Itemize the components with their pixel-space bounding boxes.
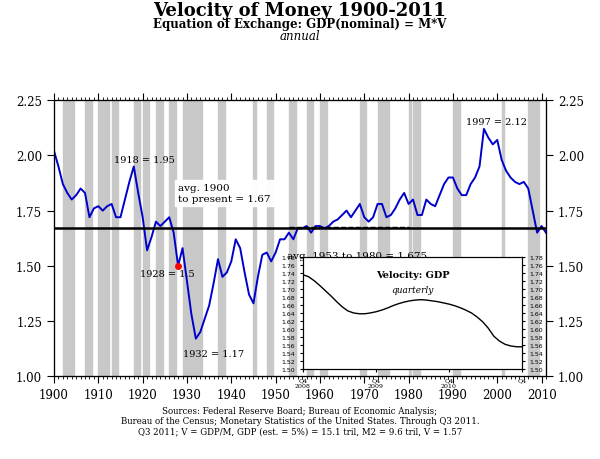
Bar (409, 101, 411, 376)
Bar (289, 101, 296, 376)
Bar (360, 101, 367, 376)
Bar (134, 101, 140, 376)
Bar (307, 101, 313, 376)
Bar (98, 101, 109, 376)
Bar (85, 101, 92, 376)
Bar (453, 101, 460, 376)
Bar (63, 101, 74, 376)
Text: Sources: Federal Reserve Board; Bureau of Economic Analysis;
Bureau of the Censu: Sources: Federal Reserve Board; Bureau o… (121, 406, 479, 436)
Text: 1932 = 1.17: 1932 = 1.17 (182, 350, 244, 358)
Bar (112, 101, 118, 376)
Text: 1997 = 2.12: 1997 = 2.12 (466, 118, 527, 127)
Bar (320, 101, 326, 376)
Text: 1928 = 1.5: 1928 = 1.5 (140, 269, 195, 278)
Bar (377, 101, 389, 376)
Text: avg. 1900
to present = 1.67: avg. 1900 to present = 1.67 (178, 184, 271, 203)
Bar (143, 101, 149, 376)
Text: annual: annual (280, 30, 320, 43)
Text: Equation of Exchange: GDP(nominal) = M*V: Equation of Exchange: GDP(nominal) = M*V (154, 18, 446, 31)
Text: Velocity: GDP: Velocity: GDP (376, 270, 449, 280)
Bar (267, 101, 274, 376)
Bar (413, 101, 419, 376)
Bar (169, 101, 176, 376)
Bar (528, 101, 539, 376)
Bar (253, 101, 256, 376)
Text: quarterly: quarterly (391, 285, 434, 294)
Text: 1918 = 1.95: 1918 = 1.95 (114, 156, 175, 165)
Bar (156, 101, 163, 376)
Bar (502, 101, 504, 376)
Text: avg. 1953 to 1980 = 1.675: avg. 1953 to 1980 = 1.675 (287, 252, 427, 261)
Bar (218, 101, 224, 376)
Text: Velocity of Money 1900-2011: Velocity of Money 1900-2011 (154, 2, 446, 20)
Bar (182, 101, 202, 376)
